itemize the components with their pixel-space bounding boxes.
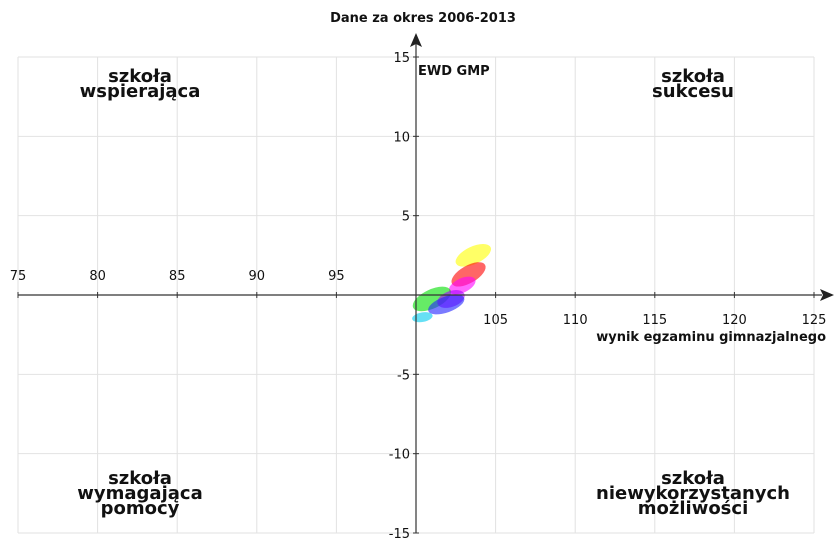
- data-ellipse: [455, 244, 492, 267]
- y-axis-arrow: [410, 33, 422, 47]
- x-tick-label: 95: [328, 269, 345, 284]
- x-tick-label: 115: [642, 313, 667, 328]
- y-tick-label: 5: [402, 210, 410, 225]
- y-tick-label: 10: [393, 130, 410, 145]
- x-tick-label: 120: [722, 313, 747, 328]
- y-tick-label: -5: [397, 368, 410, 383]
- quadrant-label-line: możliwości: [638, 498, 749, 519]
- quadrant-label-line: sukcesu: [652, 81, 734, 102]
- y-tick-label: -10: [389, 448, 410, 463]
- y-axis-label: EWD GMP: [418, 64, 490, 79]
- x-tick-label: 85: [169, 269, 186, 284]
- data-ellipses: [412, 244, 492, 323]
- quadrant-label-line: wspierająca: [80, 81, 201, 102]
- y-tick-label: 15: [393, 51, 410, 66]
- axes: [18, 33, 834, 533]
- quadrant-label-line: szkoła: [661, 66, 725, 87]
- quadrant-label-line: szkoła: [661, 468, 725, 489]
- quadrant-label-line: pomocy: [101, 498, 180, 519]
- x-axis-arrow: [820, 289, 834, 301]
- data-ellipse: [412, 312, 433, 323]
- quadrant-label-line: niewykorzystanych: [596, 483, 790, 504]
- quadrant-label-line: szkoła: [108, 468, 172, 489]
- quadrant-label-top-left: szkoła wspierająca: [80, 66, 201, 102]
- x-tick-label: 75: [10, 269, 27, 284]
- quadrant-label-line: szkoła: [108, 66, 172, 87]
- data-ellipse: [412, 286, 452, 312]
- quadrant-label-bottom-right: szkoła niewykorzystanych możliwości: [596, 468, 790, 519]
- x-axis-label: wynik egzaminu gimnazjalnego: [596, 330, 826, 345]
- y-tick-label: -15: [389, 527, 410, 539]
- x-tick-label: 80: [89, 269, 106, 284]
- quadrant-label-bottom-left: szkoła wymagająca pomocy: [77, 468, 202, 519]
- data-ellipse: [428, 294, 465, 315]
- x-tick-label: 90: [249, 269, 266, 284]
- quadrant-label-top-right: szkoła sukcesu: [652, 66, 734, 102]
- quadrant-label-line: wymagająca: [77, 483, 202, 504]
- x-tick-label: 110: [563, 313, 588, 328]
- x-tick-label: 125: [802, 313, 827, 328]
- data-ellipse: [448, 276, 476, 295]
- x-tick-label: 105: [483, 313, 508, 328]
- chart-title: Dane za okres 2006-2013: [330, 11, 516, 26]
